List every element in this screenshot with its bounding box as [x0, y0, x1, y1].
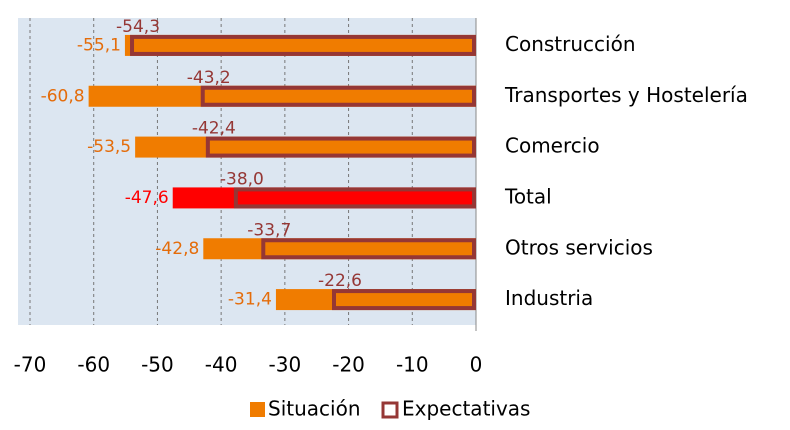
bar	[332, 289, 476, 311]
legend-swatch	[381, 401, 399, 419]
value-label: -38,0	[220, 169, 264, 189]
category-label: Otros servicios	[505, 235, 653, 259]
category-label: Transportes y Hostelería	[504, 83, 748, 107]
value-label: -31,4	[228, 290, 272, 310]
value-label: -22,6	[318, 271, 362, 291]
value-label: -43,2	[187, 68, 231, 88]
value-label: -42,4	[192, 119, 236, 139]
category-label: Total	[504, 184, 552, 208]
x-tick-label: -50	[141, 353, 174, 377]
value-label: -54,3	[116, 17, 160, 37]
bar	[233, 187, 476, 209]
value-label: -55,1	[77, 35, 121, 55]
category-label: Construcción	[505, 32, 636, 56]
x-tick-label: -20	[332, 353, 365, 377]
legend-swatch	[250, 402, 265, 417]
legend-label: Situación	[268, 397, 361, 421]
bar	[205, 136, 476, 158]
value-label: -42,8	[155, 239, 199, 259]
x-tick-label: -30	[269, 353, 302, 377]
bar	[130, 34, 476, 56]
legend-label: Expectativas	[402, 397, 530, 421]
bar	[261, 238, 477, 260]
category-label: Industria	[505, 286, 593, 310]
x-tick-label: -10	[396, 353, 429, 377]
value-label: -53,5	[87, 137, 131, 157]
value-label: -47,6	[125, 188, 169, 208]
x-tick-label: -70	[14, 353, 47, 377]
plot-area	[18, 18, 476, 325]
x-tick-label: -60	[77, 353, 110, 377]
bar	[200, 85, 477, 107]
value-label: -60,8	[41, 86, 85, 106]
x-tick-label: 0	[470, 353, 483, 377]
category-label: Comercio	[505, 134, 600, 158]
value-label: -33,7	[247, 220, 291, 240]
x-tick-label: -40	[205, 353, 238, 377]
